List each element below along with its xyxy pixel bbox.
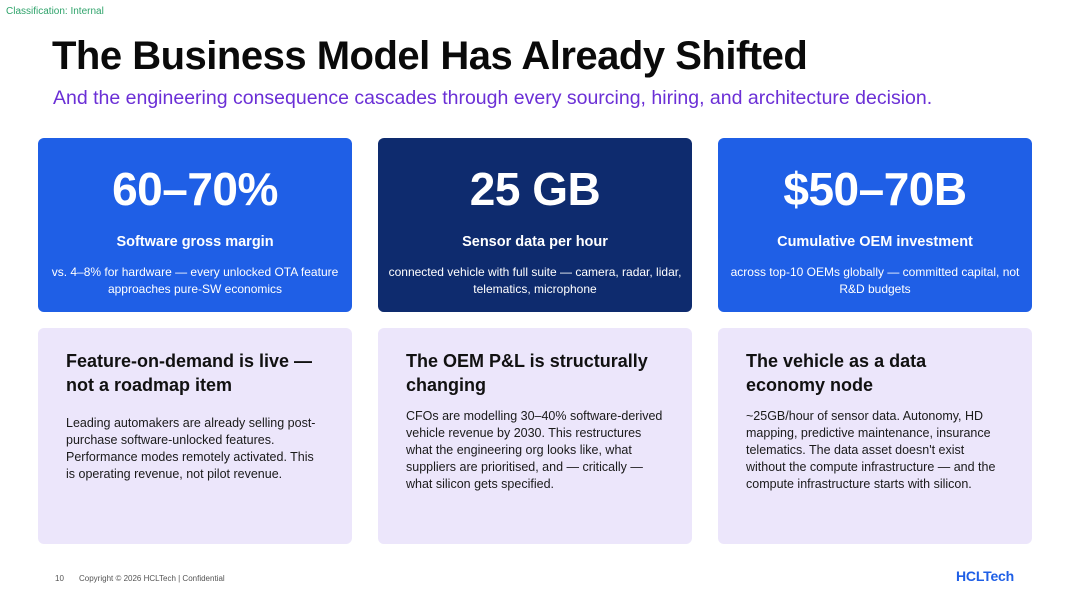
slide-subtitle: And the engineering consequence cascades… [53, 87, 933, 109]
stat-label: Software gross margin [116, 234, 274, 250]
stat-description: across top-10 OEMs globally — committed … [730, 265, 1020, 296]
info-card-body: CFOs are modelling 30–40% software-deriv… [406, 409, 663, 491]
stat-value: 60–70% [112, 163, 278, 215]
stat-card-oem-investment: $50–70B Cumulative OEM investment across… [718, 138, 1032, 312]
hcltech-logo: HCLTech [956, 568, 1014, 584]
classification-label: Classification: Internal [6, 6, 104, 17]
info-card-body: Leading automakers are already selling p… [66, 416, 316, 481]
info-card-data-economy: The vehicle as a data economy node ~25GB… [718, 328, 1032, 544]
info-card-heading: The OEM P&L is structurally changing [406, 351, 648, 395]
stat-value: 25 GB [469, 163, 601, 215]
stat-card-sensor-data: 25 GB Sensor data per hour connected veh… [378, 138, 692, 312]
info-card-body: ~25GB/hour of sensor data. Autonomy, HD … [746, 409, 996, 491]
stat-card-margin: 60–70% Software gross margin vs. 4–8% fo… [38, 138, 352, 312]
footer-copyright: Copyright © 2026 HCLTech | Confidential [79, 574, 225, 583]
stat-description: connected vehicle with full suite — came… [388, 265, 682, 296]
stat-description: vs. 4–8% for hardware — every unlocked O… [51, 265, 339, 296]
info-card-oem-pnl: The OEM P&L is structurally changing CFO… [378, 328, 692, 544]
page-number: 10 [55, 574, 64, 583]
info-card-heading: The vehicle as a data economy node [746, 351, 927, 395]
slide-title: The Business Model Has Already Shifted [52, 34, 808, 78]
info-card-feature-on-demand: Feature-on-demand is live — not a roadma… [38, 328, 352, 544]
stat-label: Sensor data per hour [462, 234, 608, 250]
stat-label: Cumulative OEM investment [777, 234, 973, 250]
info-card-heading: Feature-on-demand is live — not a roadma… [66, 351, 313, 395]
stat-value: $50–70B [783, 163, 967, 215]
